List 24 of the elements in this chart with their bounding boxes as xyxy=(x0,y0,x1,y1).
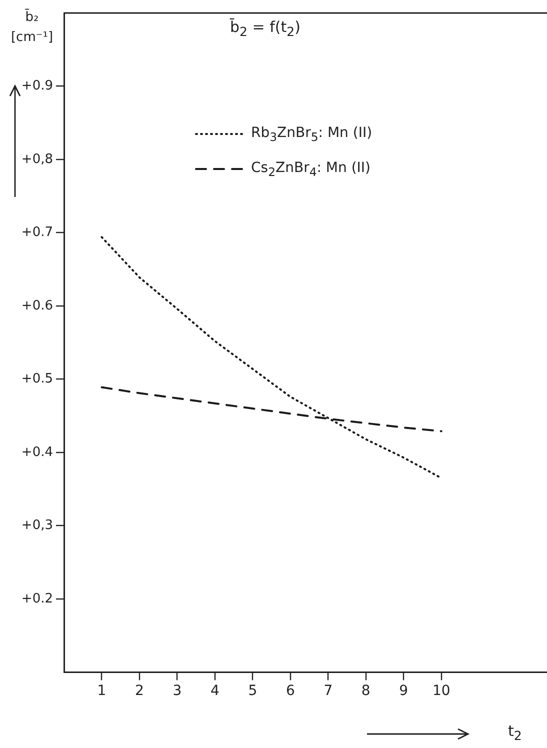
legend-label: Cs$_{2}$ZnBr$_{4}$: Mn (II) xyxy=(251,160,371,179)
x-tick-label: 6 xyxy=(286,683,295,700)
x-tick-label: 5 xyxy=(248,683,258,700)
x-tick-label: 7 xyxy=(324,683,333,700)
x-tick-label: 10 xyxy=(432,683,450,700)
legend-label: Rb$_{3}$ZnBr$_{5}$: Mn (II) xyxy=(251,125,372,144)
y-tick-label: +0.9 xyxy=(21,78,53,94)
y-tick-label: +0.6 xyxy=(21,298,53,314)
x-tick-label: 8 xyxy=(361,683,370,700)
y-tick-label: +0.5 xyxy=(21,372,53,387)
text: b̄$_{2}$ = f(t$_{2}$) xyxy=(230,18,300,39)
y-tick-label: +0,3 xyxy=(21,518,53,534)
y-tick-label: +0.2 xyxy=(21,591,53,606)
x-tick-label: 4 xyxy=(210,683,220,700)
x-tick-label: 2 xyxy=(135,683,144,700)
y-axis-title: b̄₂ [cm⁻¹] xyxy=(10,8,54,47)
x-tick-label: 9 xyxy=(399,683,408,700)
y-tick-label: +0,8 xyxy=(21,152,53,167)
x-tick-label: 3 xyxy=(172,683,182,700)
y-tick-label: +0.7 xyxy=(21,225,53,240)
y-tick-label: +0.4 xyxy=(21,444,53,460)
line-series xyxy=(100,236,442,480)
x-axis-title: t$_{2}$ xyxy=(508,722,522,743)
x-tick-label: 1 xyxy=(97,683,106,700)
